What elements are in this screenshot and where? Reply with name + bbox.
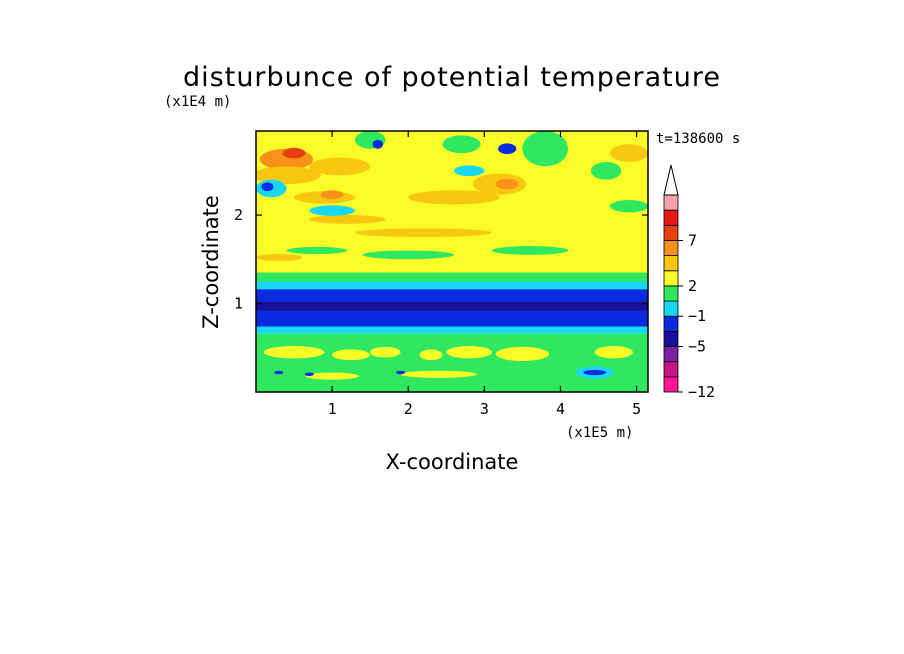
colorbar-swatch — [663, 315, 679, 332]
colorbar-swatch — [663, 194, 679, 211]
field-lower-lens — [446, 345, 492, 359]
field-warm-blob — [309, 215, 386, 224]
colorbar-swatch — [663, 361, 679, 378]
colorbar-swatch — [663, 330, 679, 347]
colorbar-label: −1 — [688, 307, 706, 325]
field-lower-lens — [305, 372, 359, 380]
colorbar-swatch — [663, 285, 679, 302]
field-cool-blob — [442, 135, 481, 154]
chart-title: disturbunce of potential temperature — [183, 62, 721, 93]
field-lower-lens — [263, 345, 325, 359]
field-cold-spot — [304, 372, 314, 377]
field-band-green-upper — [256, 272, 648, 285]
field-disturbance-core — [583, 369, 607, 376]
field-lower-lens — [495, 346, 550, 362]
x-unit-label: (x1E5 m) — [566, 425, 633, 441]
y-tick-label: 1 — [234, 295, 243, 313]
field-cool-blob — [453, 165, 485, 177]
field-cool-blob — [286, 246, 348, 254]
colorbar-extend-arrow — [663, 164, 679, 196]
axis-ticks: 1 2 3 4 5 1 2 — [234, 131, 648, 418]
field-cool-blob — [590, 161, 622, 180]
field-cool-blob — [491, 246, 569, 255]
field-cool-blob — [261, 182, 274, 192]
x-tick-label: 2 — [404, 400, 413, 418]
field-warm-blob — [309, 157, 371, 176]
x-tick-label: 5 — [632, 400, 641, 418]
field-cool-blob — [282, 147, 306, 159]
field-cold-spot — [396, 370, 406, 375]
colorbar-swatch — [663, 270, 679, 287]
field-cool-blob — [498, 143, 517, 155]
y-tick-label: 2 — [234, 206, 243, 224]
field-band-cyan-lower — [256, 326, 648, 334]
field-lower-lens — [370, 346, 401, 358]
field-band-lower — [256, 333, 648, 392]
colorbar: 7 2 −1 −5 −12 — [663, 164, 715, 401]
field-cool-blob — [522, 131, 569, 167]
colorbar-swatch — [663, 240, 679, 257]
field-band-cold-core — [256, 301, 648, 311]
field-cool-blob — [372, 139, 384, 149]
x-tick-label: 4 — [556, 400, 565, 418]
field-lower-lens — [332, 349, 371, 361]
colorbar-label: 2 — [688, 277, 697, 295]
y-unit-label: (x1E4 m) — [164, 94, 231, 110]
field-warm-blob — [354, 228, 492, 238]
field-lower-lens — [419, 349, 443, 361]
field-cold-spot — [274, 370, 284, 375]
plot-frame — [255, 130, 649, 393]
colorbar-swatch — [663, 376, 679, 393]
colorbar-label: −12 — [688, 383, 715, 401]
colorbar-label: 7 — [688, 231, 697, 249]
field-warm-blob — [408, 190, 500, 205]
colorbar-swatch — [663, 224, 679, 241]
field-warm-blob — [495, 178, 519, 190]
x-tick-label: 1 — [328, 400, 337, 418]
colorbar-swatch — [663, 209, 679, 226]
x-tick-label: 3 — [480, 400, 489, 418]
field-cool-blob — [309, 205, 355, 216]
field-warm-blob — [609, 144, 648, 162]
x-axis-label: X-coordinate — [386, 450, 519, 474]
field-band-cyan-upper — [256, 281, 648, 291]
field-lower-lens — [400, 370, 477, 378]
field-warm-blob — [320, 190, 344, 200]
time-label: t=138600 s — [656, 131, 740, 147]
y-axis-label: Z-coordinate — [199, 195, 223, 329]
field-warm-blob — [256, 253, 302, 262]
field-cool-blob — [362, 250, 454, 260]
colorbar-swatch — [663, 300, 679, 317]
colorbar-swatch — [663, 346, 679, 363]
colorbar-swatch — [663, 255, 679, 272]
heatmap-field — [256, 131, 648, 392]
field-warm-blob — [256, 166, 321, 185]
field-cool-blob — [609, 200, 648, 213]
colorbar-label: −5 — [688, 338, 706, 356]
field-lower-lens — [594, 345, 633, 359]
